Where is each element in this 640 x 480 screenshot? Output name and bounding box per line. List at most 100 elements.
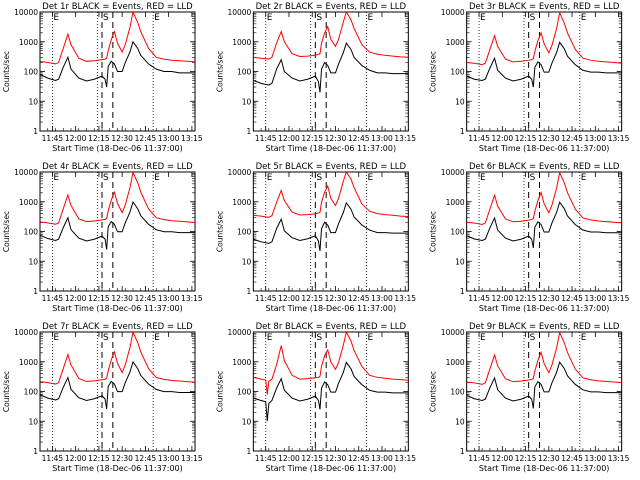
x-tick-label: 12:00 [278,134,300,143]
x-tick-label: 12:30 [325,454,347,463]
y-tick-label: 10000 [227,328,251,337]
x-axis-label: Start Time (18-Dec-06 11:37:00) [266,464,397,473]
x-axis-label: Start Time (18-Dec-06 11:37:00) [52,464,183,473]
chart-panel-4: Det 4r BLACK = Events, RED = LLD 1 10 100 10… [2,162,203,313]
y-tick-label: 100 [450,388,465,397]
y-tick-label: 10 [28,97,38,106]
event-marker-label: E [267,13,273,23]
y-tick-label: 100 [24,68,39,77]
lld-series-line [39,170,196,225]
x-tick-label: 12:15 [301,134,323,143]
x-tick-label: 12:15 [88,294,110,303]
y-axis-label: Counts/sec [429,211,438,252]
x-tick-label: 13:00 [158,454,180,463]
x-tick-label: 13:00 [371,294,393,303]
x-tick-label: 13:15 [181,134,203,143]
chart-title: Det 4r BLACK = Events, RED = LLD [42,162,193,172]
y-tick-label: 10000 [14,328,38,337]
event-marker-label: S [530,13,536,23]
event-marker-label: S [316,13,322,23]
x-tick-label: 13:15 [181,294,203,303]
x-tick-label: 13:00 [158,134,180,143]
x-tick-label: 12:45 [135,294,157,303]
x-tick-label: 13:00 [584,454,606,463]
events-series-line [39,40,195,88]
y-tick-label: 10 [242,257,252,266]
chart-panel-1: Det 1r BLACK = Events, RED = LLD 1 10 100 10… [2,2,203,153]
x-tick-label: 12:45 [135,134,157,143]
event-marker-label: E [367,13,373,23]
chart-panel-5: Det 5r BLACK = Events, RED = LLD 1 10 100 10… [215,162,416,313]
event-marker-label: S [316,173,322,183]
x-tick-label: 11:45 [468,294,490,303]
y-tick-label: 1 [33,447,38,456]
x-tick-label: 12:30 [325,294,347,303]
y-tick-label: 10 [28,257,38,266]
x-tick-label: 12:00 [65,454,87,463]
y-axis-label: Counts/sec [2,371,11,412]
x-tick-label: 11:45 [42,134,64,143]
y-tick-label: 1000 [232,358,251,367]
chart-panel-2: Det 2r BLACK = Events, RED = LLD 1 10 100 10… [215,2,416,153]
lld-series-line [253,10,409,60]
x-tick-label: 12:45 [348,294,370,303]
x-tick-label: 12:15 [515,454,537,463]
chart-panel-7: Det 7r BLACK = Events, RED = LLD 1 10 100 10… [2,322,203,473]
x-axis-label: Start Time (18-Dec-06 11:37:00) [266,144,397,153]
events-series-line [39,360,195,409]
event-marker-label: E [267,333,273,343]
y-tick-label: 1000 [446,358,465,367]
x-tick-label: 13:15 [608,294,630,303]
event-marker-label: S [103,173,109,183]
x-tick-label: 13:15 [181,454,203,463]
x-tick-label: 12:15 [301,454,323,463]
y-axis-label: Counts/sec [215,211,224,252]
event-marker-label: E [480,13,486,23]
x-tick-label: 12:00 [278,294,300,303]
lld-series-line [466,170,622,226]
chart-panel-6: Det 6r BLACK = Events, RED = LLD 1 10 100 10… [429,162,630,313]
y-tick-label: 10 [455,257,465,266]
chart-panel-3: Det 3r BLACK = Events, RED = LLD 1 10 100 10… [429,2,630,153]
x-tick-label: 11:45 [255,134,277,143]
y-tick-label: 10000 [441,328,465,337]
x-tick-label: 12:45 [561,134,583,143]
event-marker-label: S [316,333,322,343]
x-tick-label: 12:30 [538,294,560,303]
x-tick-label: 12:45 [348,454,370,463]
x-tick-label: 11:45 [255,454,277,463]
x-tick-label: 12:15 [301,294,323,303]
y-tick-label: 100 [450,228,465,237]
x-axis-label: Start Time (18-Dec-06 11:37:00) [479,304,610,313]
x-tick-label: 12:00 [65,134,87,143]
y-tick-label: 10000 [441,8,465,17]
x-tick-label: 12:00 [491,294,513,303]
y-tick-label: 1 [33,287,38,296]
y-tick-label: 10 [455,97,465,106]
chart-title: Det 5r BLACK = Events, RED = LLD [256,162,407,172]
x-tick-label: 12:15 [515,294,537,303]
event-marker-label: E [267,173,273,183]
y-tick-label: 1000 [19,198,38,207]
x-tick-label: 13:15 [608,134,630,143]
y-tick-label: 100 [24,228,39,237]
x-tick-label: 12:45 [135,454,157,463]
event-marker-label: S [103,13,109,23]
x-tick-label: 11:45 [468,454,490,463]
x-tick-label: 13:15 [394,454,416,463]
event-marker-label: E [367,333,373,343]
x-tick-label: 12:45 [561,454,583,463]
y-axis-label: Counts/sec [429,371,438,412]
y-tick-label: 1 [33,127,38,136]
y-tick-label: 100 [450,68,465,77]
events-series-line [253,361,409,422]
y-tick-label: 10000 [14,168,38,177]
x-tick-label: 12:00 [65,294,87,303]
y-tick-label: 10000 [227,168,251,177]
y-tick-label: 10000 [441,168,465,177]
event-marker-label: E [480,173,486,183]
y-tick-label: 1000 [232,198,251,207]
event-marker-label: E [53,333,59,343]
y-tick-label: 100 [237,68,252,77]
events-series-line [466,201,622,249]
